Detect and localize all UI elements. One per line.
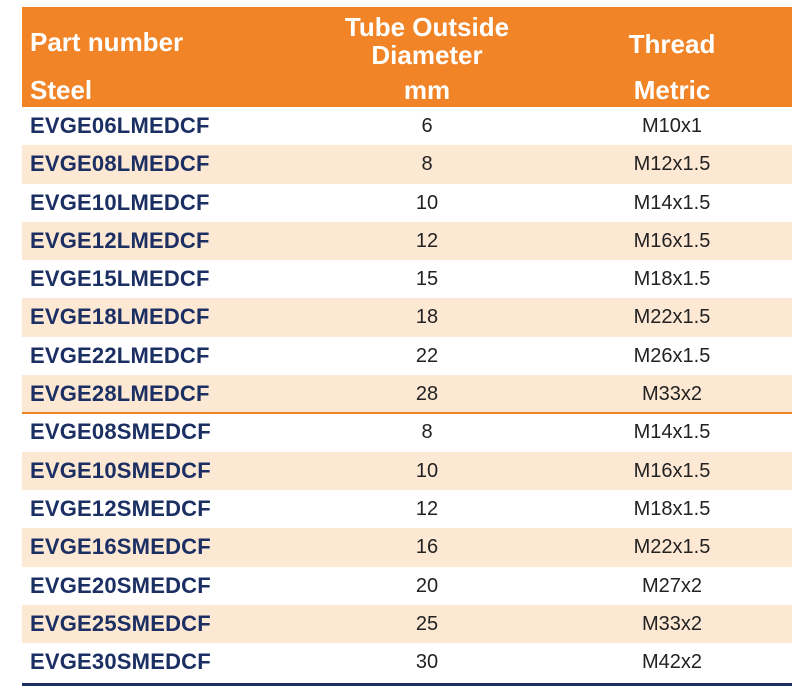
table-row: EVGE12LMEDCF 12 M16x1.5 [22, 221, 792, 261]
header-thread: Thread [628, 29, 716, 59]
header-part-number: Part number [30, 27, 184, 57]
diameter-cell: 8 [421, 153, 433, 176]
diameter-cell: 22 [415, 344, 439, 367]
table-bottom-border [22, 683, 792, 686]
diameter-cell: 10 [415, 191, 439, 214]
table-row: EVGE15LMEDCF 15 M18x1.5 [22, 260, 792, 299]
header-tube-outside-diameter: Tube Outside Diameter [262, 13, 592, 69]
part-number-cell: EVGE10LMEDCF [30, 189, 210, 215]
part-number-cell: EVGE12LMEDCF [30, 227, 210, 253]
table-row: EVGE20SMEDCF 20 M27x2 [22, 566, 792, 605]
table-row: EVGE30SMEDCF 30 M42x2 [22, 643, 792, 682]
thread-cell: M14x1.5 [633, 191, 711, 214]
thread-cell: M10x1 [641, 115, 703, 137]
table-row: EVGE25SMEDCF 25 M33x2 [22, 604, 792, 644]
diameter-cell: 12 [415, 497, 439, 520]
part-number-cell: EVGE15LMEDCF [30, 266, 210, 292]
thread-cell: M22x1.5 [633, 306, 711, 329]
table-row: EVGE18LMEDCF 18 M22x1.5 [22, 298, 792, 337]
diameter-cell: 12 [415, 229, 439, 252]
table-row: EVGE28LMEDCF 28 M33x2 [22, 375, 792, 414]
thread-cell: M12x1.5 [633, 153, 711, 176]
diameter-cell: 25 [415, 612, 439, 635]
thread-cell: M33x2 [641, 612, 703, 635]
diameter-cell: 6 [421, 115, 433, 137]
header-mm: mm [403, 75, 451, 105]
diameter-cell: 28 [415, 383, 439, 406]
thread-cell: M18x1.5 [633, 497, 711, 520]
table-row: EVGE06LMEDCF 6 M10x1 [22, 107, 792, 146]
part-number-cell: EVGE22LMEDCF [30, 342, 210, 368]
diameter-cell: 8 [421, 421, 433, 444]
table-row: EVGE08SMEDCF 8 M14x1.5 [22, 413, 792, 452]
diameter-cell: 30 [415, 651, 439, 674]
table-row: EVGE10SMEDCF 10 M16x1.5 [22, 451, 792, 490]
part-number-cell: EVGE06LMEDCF [30, 113, 210, 138]
diameter-cell: 16 [415, 536, 439, 559]
diameter-cell: 20 [415, 574, 439, 597]
table-row: EVGE22LMEDCF 22 M26x1.5 [22, 336, 792, 376]
table-header: Part number Steel Tube Outside Diameter … [22, 7, 792, 107]
part-number-cell: EVGE25SMEDCF [30, 610, 211, 636]
thread-cell: M26x1.5 [633, 344, 711, 367]
thread-cell: M18x1.5 [633, 268, 711, 291]
part-number-cell: EVGE18LMEDCF [30, 304, 210, 330]
section-divider [22, 412, 792, 415]
part-number-cell: EVGE10SMEDCF [30, 457, 211, 483]
diameter-cell: 10 [415, 459, 439, 482]
header-steel: Steel [30, 75, 93, 105]
part-number-cell: EVGE20SMEDCF [30, 572, 211, 598]
part-number-cell: EVGE12SMEDCF [30, 495, 211, 521]
header-tube-outside-line1: Tube Outside [344, 12, 510, 42]
table-row: EVGE08LMEDCF 8 M12x1.5 [22, 145, 792, 184]
thread-cell: M22x1.5 [633, 536, 711, 559]
part-number-cell: EVGE08LMEDCF [30, 151, 210, 177]
diameter-cell: 15 [415, 268, 439, 291]
thread-cell: M33x2 [641, 383, 703, 406]
part-number-cell: EVGE28LMEDCF [30, 381, 210, 407]
thread-cell: M14x1.5 [633, 421, 711, 444]
table-body: EVGE06LMEDCF 6 M10x1 EVGE08LMEDCF 8 M12x1.5 EV… [22, 107, 792, 682]
thread-cell: M27x2 [641, 574, 703, 597]
table-row: EVGE16SMEDCF 16 M22x1.5 [22, 528, 792, 567]
thread-cell: M42x2 [641, 651, 703, 674]
table-row: EVGE10LMEDCF 10 M14x1.5 [22, 183, 792, 222]
thread-cell: M16x1.5 [633, 229, 711, 252]
part-number-cell: EVGE08SMEDCF [30, 419, 211, 445]
thread-cell: M16x1.5 [633, 459, 711, 482]
part-number-cell: EVGE30SMEDCF [30, 649, 211, 675]
diameter-cell: 18 [415, 306, 439, 329]
table-row: EVGE12SMEDCF 12 M18x1.5 [22, 489, 792, 529]
header-metric: Metric [633, 75, 711, 105]
header-tube-outside-line2: Diameter [371, 40, 483, 70]
part-number-cell: EVGE16SMEDCF [30, 534, 211, 560]
